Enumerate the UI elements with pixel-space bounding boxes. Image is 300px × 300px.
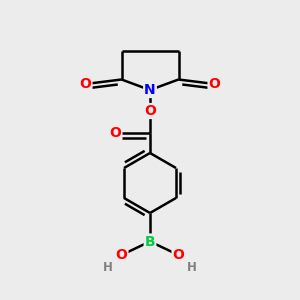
Text: O: O bbox=[144, 104, 156, 118]
Text: O: O bbox=[80, 77, 92, 91]
Text: H: H bbox=[103, 261, 113, 274]
Text: O: O bbox=[116, 248, 128, 262]
Text: N: N bbox=[144, 83, 156, 97]
Text: O: O bbox=[110, 127, 122, 140]
Text: O: O bbox=[172, 248, 184, 262]
Text: B: B bbox=[145, 235, 155, 248]
Text: H: H bbox=[187, 261, 197, 274]
Text: O: O bbox=[208, 77, 220, 91]
